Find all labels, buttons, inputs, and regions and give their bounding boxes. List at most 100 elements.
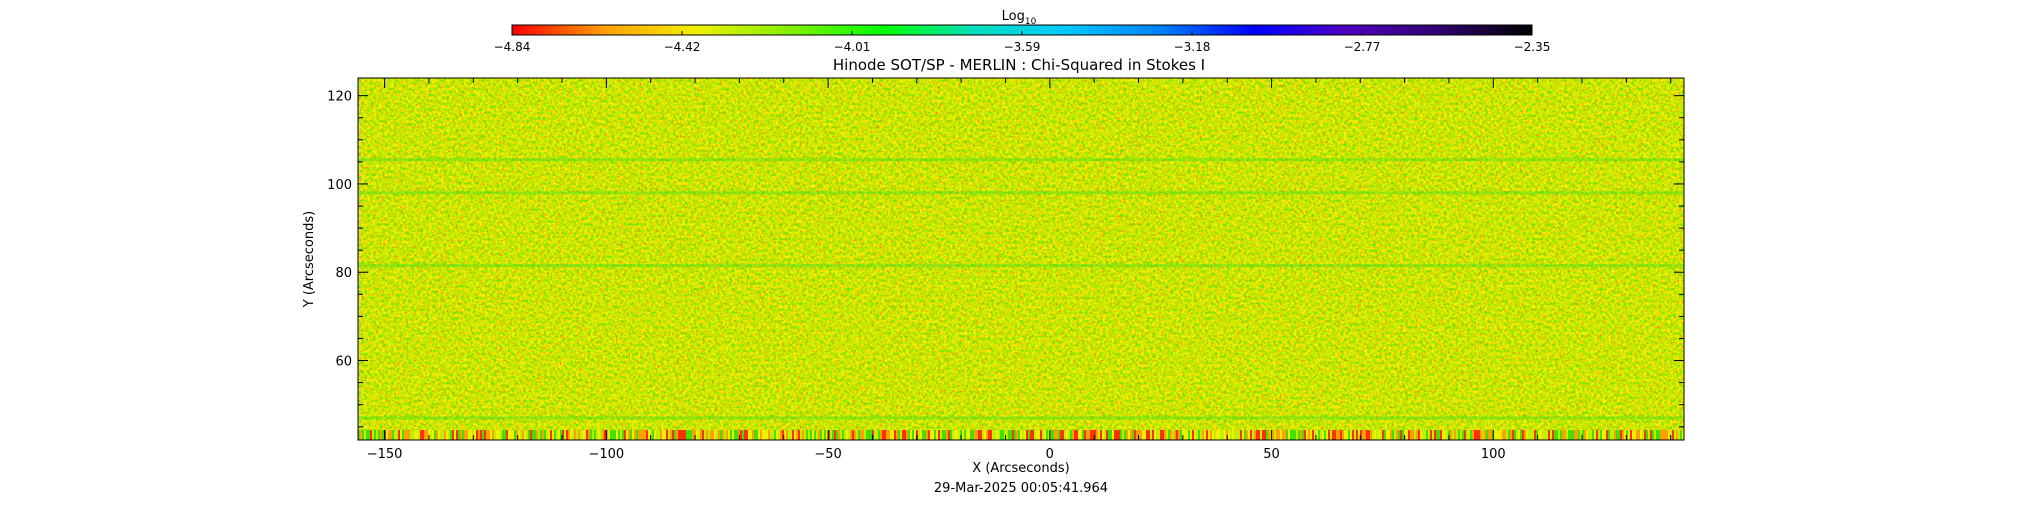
heatmap-speckle — [1430, 430, 1432, 440]
heatmap-speckle — [1624, 430, 1626, 440]
heatmap-speckle — [528, 430, 530, 440]
heatmap-speckle — [1540, 430, 1542, 440]
heatmap-speckle — [398, 430, 400, 440]
heatmap-speckle — [1210, 430, 1212, 440]
heatmap-speckle — [1224, 430, 1226, 440]
heatmap-speckle — [1432, 430, 1434, 440]
heatmap-speckle — [858, 430, 860, 440]
heatmap-speckle — [1268, 430, 1270, 440]
heatmap-speckle — [968, 430, 970, 440]
heatmap-speckle — [1602, 430, 1604, 440]
heatmap-speckle — [1616, 430, 1618, 440]
heatmap-speckle — [828, 430, 830, 440]
heatmap-speckle — [1440, 430, 1442, 440]
heatmap-speckle — [568, 430, 570, 440]
heatmap-speckle — [1572, 430, 1574, 440]
heatmap-speckle — [582, 430, 584, 440]
heatmap-speckle — [746, 430, 748, 440]
heatmap-speckle — [1084, 430, 1086, 440]
heatmap-speckle — [450, 430, 452, 440]
heatmap-speckle — [366, 430, 368, 440]
heatmap-speckle — [382, 430, 384, 440]
heatmap-speckle — [1392, 430, 1394, 440]
heatmap-speckle — [1586, 430, 1588, 440]
heatmap-speckle — [1590, 430, 1592, 440]
heatmap-speckle — [1418, 430, 1420, 440]
heatmap-speckle — [1250, 430, 1252, 440]
heatmap-speckle — [1672, 430, 1674, 440]
heatmap-speckle — [1274, 430, 1276, 440]
heatmap-speckle — [372, 430, 374, 440]
heatmap-speckle — [698, 430, 700, 440]
heatmap-speckle — [946, 430, 948, 440]
heatmap-speckle — [1100, 430, 1102, 440]
heatmap-speckle — [1556, 430, 1558, 440]
heatmap-speckle — [966, 430, 968, 440]
heatmap-speckle — [1356, 430, 1358, 440]
heatmap-speckle — [426, 430, 428, 440]
heatmap-speckle — [522, 430, 524, 440]
heatmap-speckle — [1058, 430, 1060, 440]
heatmap-stripe — [358, 158, 1684, 162]
heatmap-speckle — [1500, 430, 1502, 440]
heatmap-speckle — [474, 430, 476, 440]
heatmap-speckle — [1216, 430, 1218, 440]
heatmap-speckle — [1326, 430, 1328, 440]
heatmap-speckle — [802, 430, 804, 440]
heatmap-speckle — [1444, 430, 1446, 440]
heatmap-stripes — [358, 158, 1684, 420]
heatmap-speckle — [1652, 430, 1654, 440]
heatmap-speckle — [1298, 430, 1300, 440]
heatmap-speckle — [378, 430, 380, 440]
heatmap-speckle — [1346, 430, 1348, 440]
heatmap-speckle — [1516, 430, 1518, 440]
heatmap-speckle — [1282, 430, 1284, 440]
heatmap-speckle — [888, 430, 890, 440]
heatmap-speckle — [840, 430, 842, 440]
x-tick-label: 100 — [1481, 447, 1506, 462]
y-axis: 60 80 100 120 — [327, 90, 1684, 428]
heatmap-speckle — [564, 430, 566, 440]
heatmap-speckle — [812, 430, 814, 440]
heatmap-speckle — [962, 430, 964, 440]
heatmap-speckle — [424, 430, 426, 440]
heatmap-speckle — [1238, 430, 1240, 440]
heatmap-speckle — [1152, 430, 1154, 440]
heatmap-speckle — [422, 430, 424, 440]
heatmap-speckle — [1276, 430, 1278, 440]
heatmap-speckle — [1278, 430, 1280, 440]
colorbar: Log10 −4.84 −4.42 −4.01 −3.59 −3.18 −2.77 −2.3… — [494, 9, 1551, 54]
heatmap-speckle — [606, 430, 608, 440]
heatmap-speckle — [1142, 430, 1144, 440]
heatmap-speckle — [1240, 430, 1242, 440]
heatmap-speckle — [900, 430, 902, 440]
heatmap-speckle — [1362, 430, 1364, 440]
heatmap-speckle — [554, 430, 556, 440]
heatmap-speckle — [1334, 430, 1336, 440]
y-axis-label: Y (Arcseconds) — [302, 211, 317, 308]
heatmap-speckle — [538, 430, 540, 440]
heatmap-speckle — [1050, 430, 1052, 440]
heatmap-speckle — [386, 430, 388, 440]
heatmap-speckle — [992, 430, 994, 440]
heatmap-speckle — [782, 430, 784, 440]
heatmap-speckle — [516, 430, 518, 440]
heatmap-speckle — [594, 430, 596, 440]
heatmap-speckle — [1502, 430, 1504, 440]
y-tick-label: 80 — [335, 266, 352, 281]
heatmap-speckle — [590, 430, 592, 440]
heatmap-speckle — [604, 430, 606, 440]
heatmap-speckle — [1518, 430, 1520, 440]
heatmap-speckle — [1046, 430, 1048, 440]
heatmap-speckle — [1632, 430, 1634, 440]
heatmap-speckle — [618, 430, 620, 440]
heatmap-speckle — [1320, 430, 1322, 440]
heatmap-speckle — [1494, 430, 1496, 440]
heatmap-speckle — [976, 430, 978, 440]
heatmap-speckle — [1610, 430, 1612, 440]
heatmap-speckle — [1390, 430, 1392, 440]
heatmap-speckle — [1412, 430, 1414, 440]
heatmap-speckle — [1482, 430, 1484, 440]
heatmap-speckle — [412, 430, 414, 440]
